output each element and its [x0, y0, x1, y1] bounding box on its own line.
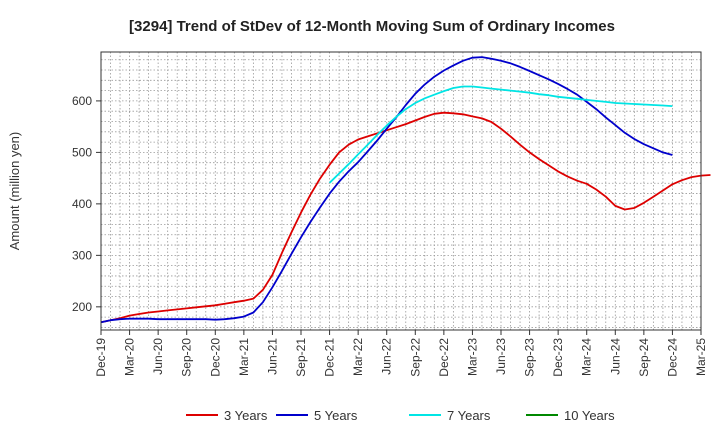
y-tick-label: 400: [72, 197, 92, 211]
series-lines: [100, 56, 711, 324]
legend-label: 10 Years: [564, 408, 615, 423]
x-tick-label: Dec-24: [665, 338, 679, 377]
x-tick-label: Sep-23: [523, 338, 537, 377]
x-tick-label: Mar-25: [694, 338, 708, 376]
y-tick-label: 300: [72, 248, 92, 262]
series-line-5-years: [100, 56, 673, 324]
x-tick-label: Dec-21: [323, 338, 337, 377]
x-tick-label: Dec-22: [437, 338, 451, 377]
series-line-7-years: [328, 85, 673, 184]
x-tick-label: Mar-24: [580, 338, 594, 376]
y-axis-label: Amount (million yen): [7, 132, 22, 251]
plot-area-frame: [100, 51, 702, 331]
y-tick-label: 500: [72, 145, 92, 159]
x-tick-label: Sep-24: [637, 338, 651, 377]
x-axis-ticks: Dec-19 Mar-20 Jun-20 Sep-20 Dec-20 Mar-21 Jun-…: [94, 330, 708, 377]
x-tick-label: Mar-22: [351, 338, 365, 376]
x-tick-label: Dec-23: [551, 338, 565, 377]
x-tick-label: Jun-21: [265, 338, 279, 375]
x-tick-label: Mar-20: [123, 338, 137, 376]
x-tick-label: Jun-23: [494, 338, 508, 375]
legend-label: 3 Years: [224, 408, 268, 423]
x-tick-label: Sep-21: [294, 338, 308, 377]
x-tick-label: Dec-20: [208, 338, 222, 377]
x-tick-label: Jun-22: [380, 338, 394, 375]
grid: [100, 52, 702, 330]
x-tick-label: Dec-19: [94, 338, 108, 377]
legend-label: 5 Years: [314, 408, 358, 423]
x-tick-label: Jun-20: [151, 338, 165, 375]
y-tick-label: 600: [72, 94, 92, 108]
legend: 3 Years 5 Years 7 Years 10 Years: [186, 408, 615, 423]
x-tick-label: Sep-22: [408, 338, 422, 377]
y-tick-label: 200: [72, 300, 92, 314]
chart-title: [3294] Trend of StDev of 12-Month Moving…: [129, 18, 615, 35]
x-tick-label: Sep-20: [180, 338, 194, 377]
y-axis-ticks: 200 300 400 500 600: [72, 94, 101, 314]
x-tick-label: Mar-23: [465, 338, 479, 376]
legend-label: 7 Years: [447, 408, 491, 423]
series-line-3-years: [100, 111, 711, 324]
x-tick-label: Jun-24: [608, 338, 622, 375]
x-tick-label: Mar-21: [237, 338, 251, 376]
